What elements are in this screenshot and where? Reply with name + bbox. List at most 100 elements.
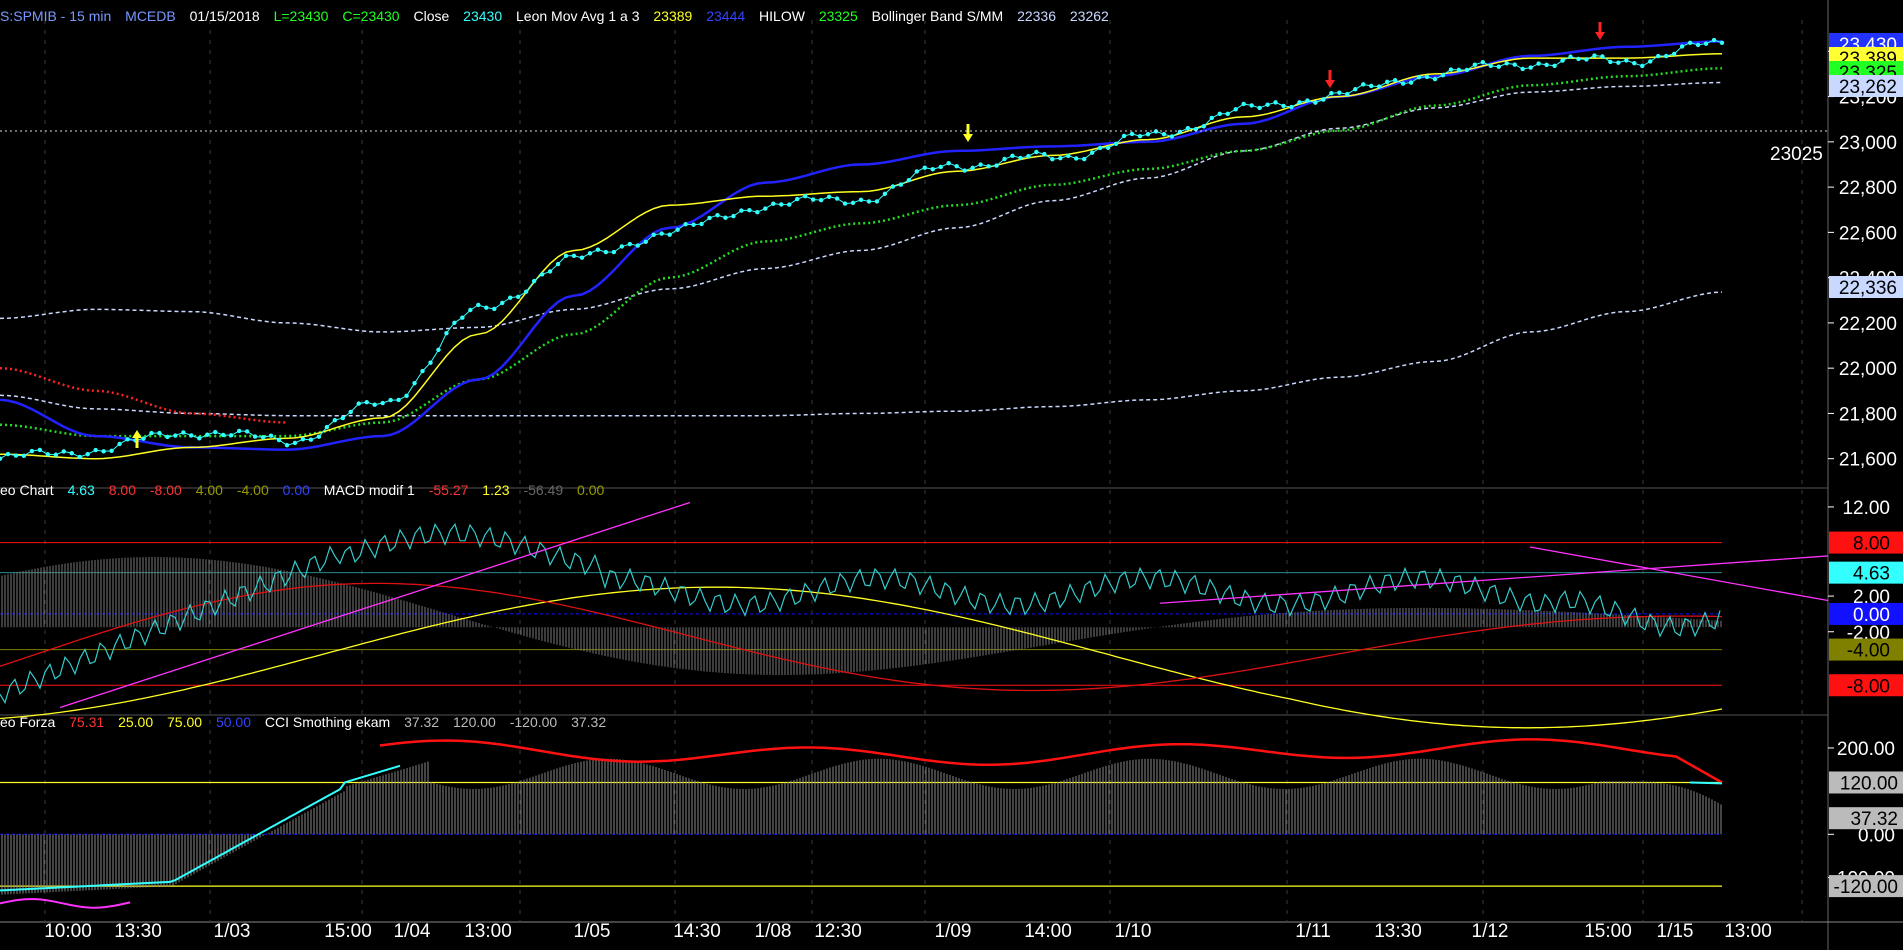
close-point: [1656, 53, 1661, 59]
macd-axis: 12.00 2.00 -2.00: [1828, 498, 1890, 644]
cci-header: eo Forza 75.31 25.00 75.00 50.00 CCI Smo…: [0, 714, 616, 730]
close-point: [563, 253, 569, 259]
close-point: [515, 294, 521, 299]
close-point: [1050, 156, 1055, 162]
close-point: [101, 449, 106, 454]
x-axis-label: 13:30: [114, 921, 162, 942]
close-point: [125, 437, 130, 442]
close-point: [85, 451, 90, 457]
close-point: [1034, 149, 1039, 155]
signal-arrow-down-2: [1325, 70, 1335, 88]
macd-header: eo Chart 4.63 8.00 -8.00 4.00 -4.00 0.00…: [0, 482, 614, 498]
close-point: [1584, 57, 1589, 62]
close-point: [1392, 78, 1398, 83]
close-point: [1440, 72, 1446, 78]
x-axis-label: 1/05: [574, 921, 611, 942]
close-point: [874, 199, 880, 204]
cci-badge: 120.00: [1829, 771, 1903, 794]
price-panel: [0, 22, 1725, 461]
close-point: [1321, 97, 1326, 102]
x-axis-label: 1/09: [935, 921, 972, 942]
close-label: Close: [413, 8, 450, 24]
price-axis-label: 22,800: [1839, 178, 1897, 199]
macd-signal-yellow: [0, 586, 1723, 729]
price-badge: 22,336: [1829, 276, 1903, 299]
x-axis-label: 12:30: [814, 921, 862, 942]
close-point: [1145, 132, 1151, 137]
close-point: [308, 437, 314, 442]
close-point: [1408, 80, 1414, 85]
close-point: [1026, 154, 1031, 159]
cci-v2: 120.00: [453, 714, 496, 730]
macd-badge: -8.00: [1829, 674, 1903, 697]
close-point: [221, 432, 226, 438]
cci-badge-bg: [1829, 807, 1903, 830]
x-axis-label: 14:00: [1024, 921, 1072, 942]
cci-panel: [0, 738, 1723, 909]
close-point: [1233, 107, 1238, 112]
bollinger-lower: [0, 291, 1723, 417]
close-point: [1161, 132, 1167, 137]
leo-v5: -4.00: [236, 482, 269, 498]
macd-badge-text: 4.63: [1853, 564, 1890, 585]
forza-line-red: [379, 738, 1723, 784]
close-point: [802, 193, 808, 199]
cci-v4: 37.32: [571, 714, 607, 730]
close-point: [1193, 126, 1199, 132]
close-point: [157, 430, 162, 436]
close-point: [284, 443, 290, 448]
close-point: [946, 160, 951, 166]
series-close: [0, 37, 1725, 461]
close-point: [1329, 90, 1334, 96]
close-point: [205, 432, 210, 437]
close-point: [890, 184, 896, 189]
close-point: [1265, 102, 1270, 107]
close-point: [1432, 76, 1438, 82]
close-point: [1177, 129, 1183, 135]
close-point: [587, 251, 593, 256]
macd-axis-label: 12.00: [1842, 498, 1890, 519]
close-point: [197, 436, 202, 441]
close-point: [818, 197, 824, 203]
close-point: [1632, 60, 1637, 66]
close-point: [252, 434, 258, 439]
close-point: [21, 453, 27, 459]
close-point: [1066, 153, 1071, 158]
x-axis-label: 15:00: [1584, 921, 1632, 942]
close-point: [5, 451, 11, 457]
trendline-2: [1159, 555, 1829, 604]
close-point: [810, 197, 816, 202]
close-point: [914, 169, 920, 174]
close-point: [659, 231, 664, 236]
macd-badge-text: -4.00: [1847, 641, 1890, 662]
close-point: [755, 209, 760, 215]
x-axis-label: 10:00: [44, 921, 92, 942]
close-point: [332, 418, 338, 423]
close-point: [1361, 82, 1366, 87]
close-point: [61, 449, 66, 454]
close-point: [1456, 67, 1462, 73]
bollinger-upper: [0, 81, 1723, 333]
close-point: [826, 194, 832, 200]
price-axis-label: 21,600: [1839, 450, 1897, 471]
close-point: [771, 201, 776, 206]
cci-histogram: [1, 758, 1722, 895]
hilow-value: 23325: [818, 8, 858, 24]
macd-badge-bg: [1829, 674, 1903, 697]
close-point: [779, 202, 784, 207]
close-point: [1137, 133, 1143, 139]
close-point: [1671, 51, 1677, 57]
close-point: [1105, 145, 1111, 151]
close-point: [986, 164, 991, 169]
bollinger-value-1: 22336: [1017, 8, 1056, 24]
close-point: [675, 227, 680, 232]
close-point: [970, 165, 975, 171]
close-point: [213, 429, 218, 435]
close-point: [236, 428, 242, 434]
close-point: [1209, 115, 1214, 121]
cci-badge-text: -120.00: [1834, 877, 1898, 898]
close-point: [1663, 53, 1669, 59]
close-point: [476, 302, 481, 308]
x-axis-label: 1/04: [394, 921, 431, 942]
